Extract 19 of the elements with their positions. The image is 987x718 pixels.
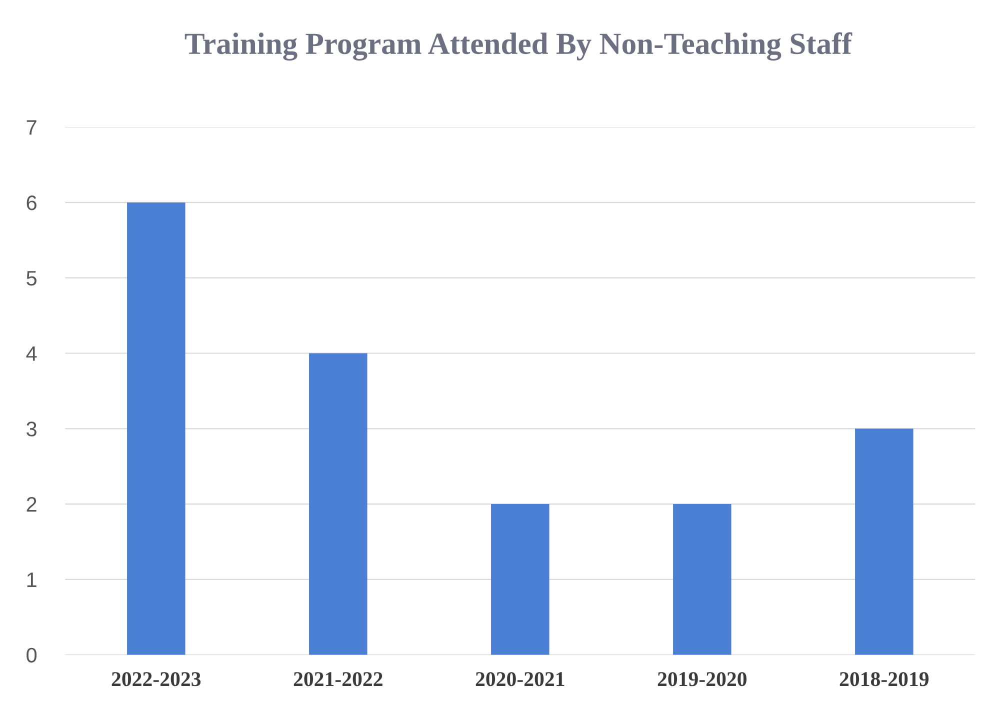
x-tick-label: 2020-2021 — [476, 672, 564, 686]
bar — [673, 504, 732, 655]
x-tick-label: 2022-2023 — [112, 672, 201, 686]
bar — [855, 428, 914, 655]
y-tick-label: 7 — [26, 120, 36, 135]
bar — [309, 353, 368, 655]
x-tick-label: 2019-2020 — [658, 672, 746, 686]
chart-title: Training Program Attended By Non-Teaching Staff — [184, 32, 852, 61]
x-tick-label: 2018-2019 — [840, 672, 929, 686]
y-tick-label: 6 — [26, 195, 36, 210]
y-tick-label: 2 — [26, 497, 36, 512]
y-tick-label: 3 — [26, 422, 36, 436]
y-tick-label: 5 — [26, 271, 36, 286]
bar — [127, 202, 186, 655]
y-tick-label: 0 — [26, 648, 37, 663]
y-tick-label: 1 — [27, 572, 36, 587]
y-tick-label: 4 — [26, 346, 37, 361]
x-tick-label: 2021-2022 — [294, 672, 382, 686]
bar — [491, 504, 550, 655]
